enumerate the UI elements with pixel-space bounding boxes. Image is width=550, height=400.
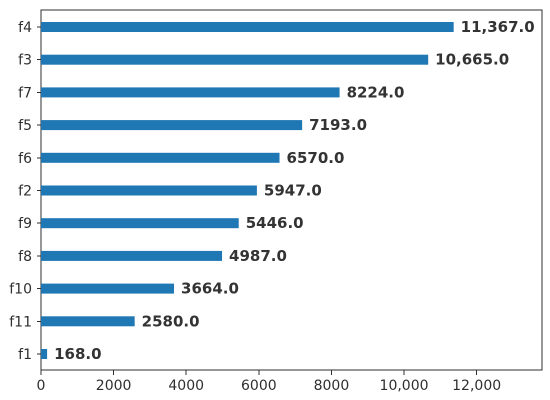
x-tick-label: 8000 [314,378,350,394]
y-tick-label: f1 [18,347,32,363]
x-tick-label: 2000 [96,378,132,394]
y-tick-label: f5 [18,118,32,134]
y-tick-label: f6 [18,151,32,167]
y-tick-label: f11 [9,314,32,330]
bar-value-label: 8224.0 [347,83,405,101]
bar [41,349,48,359]
bar [41,87,340,98]
bar [41,283,175,294]
x-tick-label: 12,000 [452,378,501,394]
bar-value-label: 3664.0 [181,280,239,298]
bar [41,185,257,196]
y-tick-label: f4 [18,20,32,36]
y-tick-label: f7 [18,85,32,101]
bar [41,218,239,229]
bar-value-label: 2580.0 [142,312,200,330]
y-tick-label: f2 [18,184,32,200]
bar-value-label: 4987.0 [229,247,287,265]
bar-value-label: 168.0 [54,345,101,363]
bar [41,22,454,32]
y-tick-label: f3 [18,53,32,69]
x-tick-label: 10,000 [380,378,429,394]
bar [41,152,280,163]
y-tick-label: f9 [18,216,32,232]
bar [41,316,135,327]
y-tick-label: f10 [9,282,32,298]
bar [41,250,223,261]
bar-value-label: 7193.0 [309,116,367,134]
y-tick-label: f8 [18,249,32,265]
bar-value-label: 10,665.0 [435,51,509,69]
bar [41,54,429,65]
bar [41,120,303,131]
plot-layer: f4 11,367.0 f3 10,665.0 f7 8224.0 f5 7193.0 f6 65… [9,9,543,394]
x-tick-label: 0 [37,378,46,394]
bar-value-label: 11,367.0 [461,18,535,36]
bar-value-label: 6570.0 [287,149,345,167]
bar-value-label: 5947.0 [264,182,322,200]
bar-value-label: 5446.0 [246,214,304,232]
x-tick-label: 6000 [241,378,277,394]
x-tick-label: 4000 [168,378,204,394]
